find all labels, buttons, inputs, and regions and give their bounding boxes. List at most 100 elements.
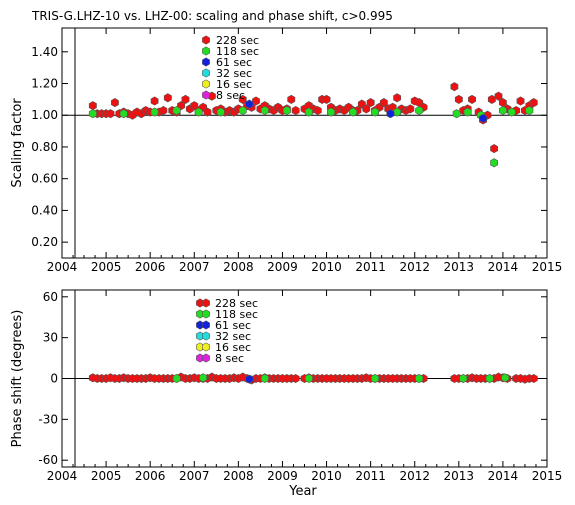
data-point — [494, 91, 503, 101]
data-point — [150, 107, 159, 117]
data-point — [304, 107, 313, 117]
legend-label: 16 sec — [216, 78, 252, 91]
y-tick-label: 0.40 — [31, 203, 58, 217]
x-tick-label: 2009 — [267, 260, 298, 274]
series-228-sec — [88, 82, 538, 154]
data-point — [406, 104, 415, 114]
data-point — [238, 105, 247, 116]
data-point — [379, 98, 388, 108]
data-point — [150, 96, 159, 106]
chart-panel-phase: 2004 2005 2006 2007 2008 2009 2010 2011 2012 2013… — [10, 289, 563, 483]
data-point — [415, 105, 424, 116]
x-tick-label: 2007 — [179, 260, 210, 274]
data-point — [490, 158, 499, 168]
x-tick-label: 2015 — [532, 469, 563, 483]
figure-title: TRIS-G.LHZ-10 vs. LHZ-00: scaling and ph… — [31, 9, 393, 23]
x-axis-label: Year — [288, 484, 317, 499]
y-tick-label: 1.20 — [31, 77, 58, 91]
legend-marker — [202, 298, 210, 308]
x-tick-label: 2004 — [47, 469, 78, 483]
legend-label: 61 sec — [216, 56, 252, 69]
legend-marker — [202, 68, 210, 78]
x-tick-label: 2006 — [135, 469, 166, 483]
data-point — [163, 93, 172, 103]
data-point — [238, 94, 247, 104]
data-point — [159, 105, 168, 116]
data-point — [260, 105, 269, 116]
data-point — [216, 107, 225, 117]
data-point — [487, 94, 496, 104]
x-tick-label: 2009 — [267, 469, 298, 483]
x-tick-label: 2013 — [444, 469, 475, 483]
x-tick-label: 2011 — [355, 469, 386, 483]
data-point — [529, 98, 538, 108]
legend-marker — [202, 309, 210, 319]
y-tick-label: 30 — [43, 331, 58, 345]
data-point — [291, 373, 300, 384]
data-point — [119, 109, 128, 119]
data-point — [393, 93, 402, 103]
x-tick-label: 2004 — [47, 260, 78, 274]
x-tick-label: 2012 — [399, 260, 430, 274]
x-tick-label: 2008 — [223, 260, 254, 274]
legend-label: 118 sec — [215, 308, 258, 321]
data-point — [501, 373, 510, 383]
data-point — [485, 373, 494, 384]
data-point — [304, 373, 313, 384]
data-point — [490, 144, 499, 154]
x-tick-label: 2014 — [488, 260, 519, 274]
legend-marker — [202, 35, 210, 45]
data-point — [507, 107, 516, 117]
y-axis-label: Scaling factor — [10, 98, 25, 188]
data-point — [371, 373, 380, 384]
data-point — [525, 105, 534, 116]
data-point — [245, 374, 254, 384]
data-point — [287, 94, 296, 104]
legend-marker — [202, 320, 210, 330]
data-point — [252, 96, 260, 106]
data-point — [322, 94, 331, 104]
x-tick-label: 2012 — [399, 469, 430, 483]
x-tick-label: 2013 — [444, 260, 475, 274]
data-point — [529, 373, 538, 384]
data-point — [203, 107, 212, 117]
data-point — [106, 109, 115, 119]
x-tick-label: 2007 — [179, 469, 210, 483]
x-tick-label: 2006 — [135, 260, 166, 274]
series-118-sec — [172, 373, 510, 384]
chart-panel-scaling: 2004 2005 2006 2007 2008 2009 2010 2011 2012 2013… — [10, 27, 562, 274]
legend-marker — [202, 90, 210, 100]
data-point — [479, 113, 488, 123]
legend-label: 8 sec — [216, 89, 245, 102]
series-118-sec — [88, 105, 534, 168]
series-61-sec — [245, 99, 488, 123]
y-tick-label: 60 — [43, 290, 58, 304]
x-tick-label: 2005 — [91, 469, 122, 483]
data-point — [291, 105, 300, 116]
x-tick-label: 2014 — [488, 469, 519, 483]
legend-marker — [202, 46, 210, 56]
data-point — [468, 94, 477, 104]
data-point — [88, 101, 97, 111]
panels: 2004 2005 2006 2007 2008 2009 2010 2011 2012 2013… — [10, 27, 563, 483]
legend-label: 8 sec — [215, 352, 244, 365]
data-point — [282, 105, 291, 116]
data-point — [245, 99, 254, 109]
data-point — [326, 107, 335, 117]
data-point — [366, 98, 375, 108]
series-61-sec — [245, 374, 254, 384]
x-tick-label: 2010 — [311, 260, 342, 274]
plot-frame — [61, 27, 548, 259]
x-tick-label: 2005 — [91, 260, 122, 274]
y-axis-label: Phase shift (degrees) — [10, 310, 25, 448]
y-tick-label: 1.00 — [31, 108, 58, 122]
legend-label: 228 sec — [216, 34, 259, 47]
y-tick-label: 0.60 — [31, 172, 58, 186]
data-point — [371, 107, 380, 117]
y-tick-label: 1.40 — [31, 45, 58, 59]
data-point — [88, 109, 97, 119]
data-point — [194, 107, 203, 117]
legend-label: 32 sec — [216, 67, 252, 80]
